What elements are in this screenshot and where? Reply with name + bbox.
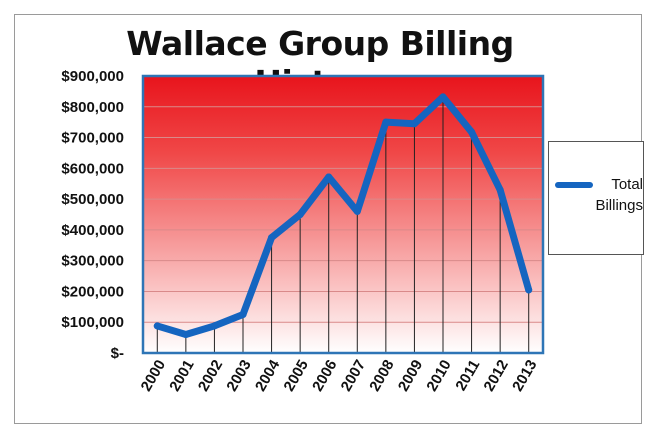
data-point: [468, 128, 476, 136]
data-point: [496, 186, 504, 194]
x-tick-label: 2010: [423, 357, 454, 394]
data-point: [210, 322, 218, 330]
series-line-total-billings: [153, 93, 533, 339]
data-point: [353, 207, 361, 215]
y-tick-label: $200,000: [61, 283, 124, 300]
x-tick-label: 2003: [223, 357, 254, 394]
y-tick-label: $300,000: [61, 253, 124, 270]
data-point: [525, 286, 533, 294]
data-point: [153, 322, 161, 330]
legend-label-total-billings: Total Billings: [595, 176, 643, 214]
x-tick-label: 2000: [138, 357, 169, 394]
x-tick-label: 2009: [395, 357, 426, 394]
y-tick-label: $700,000: [61, 130, 124, 147]
legend: Total Billings: [548, 141, 644, 255]
y-tick-label: $-: [111, 345, 124, 362]
x-tick-label: 2007: [338, 357, 369, 394]
legend-swatch-total-billings: [555, 182, 593, 188]
plot-border: [141, 74, 545, 355]
x-tick-label: 2013: [509, 357, 540, 394]
y-tick-label: $500,000: [61, 191, 124, 208]
y-tick-label: $900,000: [61, 68, 124, 85]
y-tick-label: $600,000: [61, 160, 124, 177]
x-tick-label: 2005: [281, 357, 312, 394]
y-axis-ticks: $- $100,000 $200,000 $300,000 $400,000 $500,0…: [61, 68, 124, 362]
y-tick-label: $800,000: [61, 99, 124, 116]
data-point: [382, 118, 390, 126]
series-layer: [153, 93, 533, 339]
x-tick-label: 2012: [481, 357, 512, 394]
x-tick-label: 2008: [366, 357, 397, 394]
x-tick-label: 2006: [309, 357, 340, 394]
x-tick-label: 2011: [452, 357, 483, 394]
data-point: [296, 211, 304, 218]
x-tick-label: 2002: [195, 357, 226, 394]
plot-area: [143, 76, 543, 353]
y-tick-label: $100,000: [61, 314, 124, 331]
data-point: [410, 120, 418, 128]
drop-lines: [156, 96, 530, 353]
data-point: [325, 173, 333, 181]
x-tick-label: 2001: [166, 357, 197, 394]
data-point: [439, 93, 447, 101]
data-point: [182, 331, 190, 339]
y-tick-label: $400,000: [61, 222, 124, 239]
data-point: [239, 311, 247, 319]
data-point: [268, 234, 276, 242]
x-axis-ticks: 2000200120022003200420052006200720082009…: [138, 356, 541, 394]
x-tick-label: 2004: [252, 356, 284, 394]
